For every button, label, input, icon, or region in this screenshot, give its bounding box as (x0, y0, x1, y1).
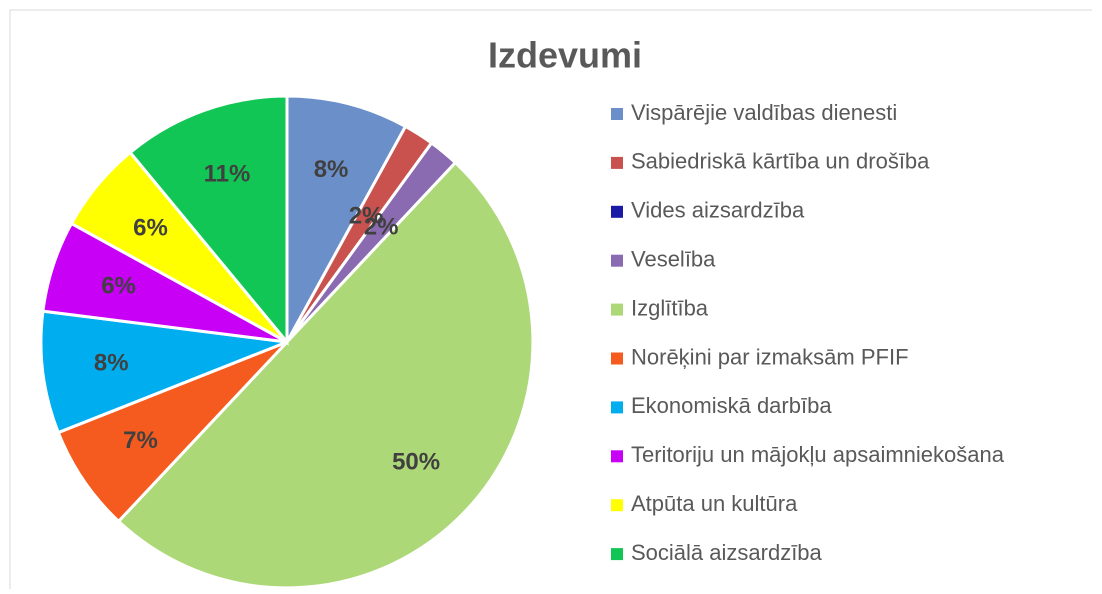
pie-slice (116, 160, 535, 590)
legend-swatch (611, 156, 623, 169)
pie-slice (39, 309, 288, 435)
legend-swatch (611, 401, 623, 414)
data-label: 8% (314, 156, 349, 183)
legend-swatch (611, 548, 623, 561)
legend-label: Ekonomiskā darbība (631, 393, 832, 418)
data-label: 6% (133, 214, 168, 241)
pie-slice (285, 94, 408, 343)
legend-label: Vides aizsardzība (631, 198, 805, 223)
legend-label: Izglītība (631, 295, 709, 320)
data-label: 50% (392, 449, 440, 476)
legend-swatch (611, 303, 623, 316)
data-label: 7% (123, 427, 158, 454)
data-label: 2% (349, 203, 384, 230)
legend-swatch (611, 254, 623, 267)
chart-border (9, 9, 1092, 589)
legend-swatch (611, 450, 623, 463)
legend-swatch (611, 499, 623, 512)
pie-slice (128, 94, 289, 347)
legend-swatch (611, 205, 623, 218)
legend-swatch (611, 108, 623, 120)
legend-swatch (611, 352, 623, 365)
legend-label: Atpūta un kultūra (631, 491, 798, 516)
data-label: 11% (204, 161, 251, 188)
data-label: 6% (101, 273, 136, 300)
legend-label: Sabiedriskā kārtība un drošība (631, 149, 930, 174)
legend-label: Sociālā aizsardzība (631, 540, 823, 565)
pie-slice (56, 340, 289, 524)
legend-label: Teritoriju un mājokļu apsaimniekošana (631, 442, 1005, 467)
data-label: 8% (94, 350, 129, 377)
legend-label: Veselība (631, 247, 716, 272)
chart-title: Izdevumi (488, 35, 642, 76)
data-label: 2% (364, 214, 399, 241)
legend-label: Norēķini par izmaksām PFIF (631, 344, 909, 369)
legend-label: Vispārējie valdības dienesti (631, 100, 897, 125)
